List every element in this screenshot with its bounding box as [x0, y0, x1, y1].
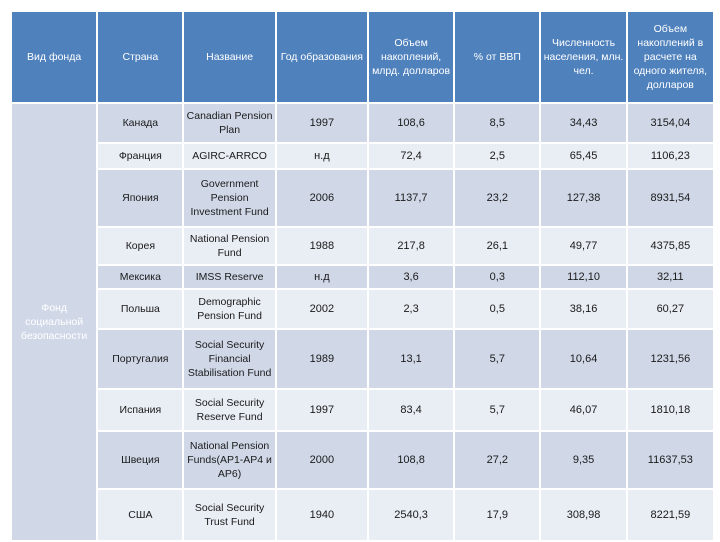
fund-name-cell: Social Security Financial Stabilisation … — [184, 330, 275, 388]
assets-cell: 3,6 — [368, 266, 454, 288]
per-capita-cell: 60,27 — [627, 290, 713, 328]
gdp-share-cell: 17,9 — [455, 490, 540, 540]
header-assets: Объем накоплений, млрд. долларов — [368, 12, 454, 102]
population-cell: 65,45 — [541, 144, 626, 168]
country-cell: Франция — [98, 144, 183, 168]
per-capita-cell: 1810,18 — [627, 390, 713, 430]
country-cell: Мексика — [98, 266, 183, 288]
fund-name-cell: Canadian Pension Plan — [184, 104, 275, 142]
gdp-share-cell: 0,5 — [455, 290, 540, 328]
per-capita-cell: 32,11 — [627, 266, 713, 288]
year-cell: н.д — [276, 144, 367, 168]
country-cell: Испания — [98, 390, 183, 430]
assets-cell: 83,4 — [368, 390, 454, 430]
population-cell: 34,43 — [541, 104, 626, 142]
year-cell: 1940 — [276, 490, 367, 540]
gdp-share-cell: 26,1 — [455, 228, 540, 264]
country-cell: Португалия — [98, 330, 183, 388]
header-row: Вид фонда Страна Название Год образовани… — [12, 12, 713, 102]
table-row: Корея National Pension Fund 1988 217,8 2… — [12, 228, 713, 264]
country-cell: Корея — [98, 228, 183, 264]
table-row: Испания Social Security Reserve Fund 199… — [12, 390, 713, 430]
header-fund-type: Вид фонда — [12, 12, 97, 102]
per-capita-cell: 8221,59 — [627, 490, 713, 540]
year-cell: 1989 — [276, 330, 367, 388]
gdp-share-cell: 0,3 — [455, 266, 540, 288]
country-cell: Польша — [98, 290, 183, 328]
year-cell: 2000 — [276, 432, 367, 488]
assets-cell: 108,8 — [368, 432, 454, 488]
population-cell: 308,98 — [541, 490, 626, 540]
population-cell: 127,38 — [541, 170, 626, 226]
fund-name-cell: Demographic Pension Fund — [184, 290, 275, 328]
gdp-share-cell: 23,2 — [455, 170, 540, 226]
fund-name-cell: National Pension Fund — [184, 228, 275, 264]
table-row: Франция AGIRC-ARRCO н.д 72,4 2,5 65,45 1… — [12, 144, 713, 168]
country-cell: США — [98, 490, 183, 540]
year-cell: н.д — [276, 266, 367, 288]
per-capita-cell: 1231,56 — [627, 330, 713, 388]
fund-name-cell: Social Security Trust Fund — [184, 490, 275, 540]
assets-cell: 1137,7 — [368, 170, 454, 226]
gdp-share-cell: 5,7 — [455, 330, 540, 388]
gdp-share-cell: 27,2 — [455, 432, 540, 488]
gdp-share-cell: 8,5 — [455, 104, 540, 142]
population-cell: 112,10 — [541, 266, 626, 288]
year-cell: 2006 — [276, 170, 367, 226]
population-cell: 46,07 — [541, 390, 626, 430]
assets-cell: 2540,3 — [368, 490, 454, 540]
assets-cell: 217,8 — [368, 228, 454, 264]
fund-name-cell: AGIRC-ARRCO — [184, 144, 275, 168]
fund-type-cell: Фонд социальной безопасности — [12, 104, 97, 540]
population-cell: 9,35 — [541, 432, 626, 488]
header-per-capita: Объем накоплений в расчете на одного жит… — [627, 12, 713, 102]
fund-name-cell: Government Pension Investment Fund — [184, 170, 275, 226]
header-year: Год образования — [276, 12, 367, 102]
fund-name-cell: IMSS Reserve — [184, 266, 275, 288]
population-cell: 49,77 — [541, 228, 626, 264]
country-cell: Швеция — [98, 432, 183, 488]
header-name: Название — [184, 12, 275, 102]
assets-cell: 72,4 — [368, 144, 454, 168]
table-row: Фонд социальной безопасности Канада Cana… — [12, 104, 713, 540]
per-capita-cell: 11637,53 — [627, 432, 713, 488]
table-row: Португалия Social Security Financial Sta… — [12, 330, 713, 388]
assets-cell: 13,1 — [368, 330, 454, 388]
header-country: Страна — [98, 12, 183, 102]
table-row: Япония Government Pension Investment Fun… — [12, 170, 713, 226]
population-cell: 10,64 — [541, 330, 626, 388]
pension-funds-table: Вид фонда Страна Название Год образовани… — [10, 10, 715, 542]
gdp-share-cell: 2,5 — [455, 144, 540, 168]
year-cell: 1997 — [276, 104, 367, 142]
table-row: Мексика IMSS Reserve н.д 3,6 0,3 112,10 … — [12, 266, 713, 288]
table-row: Польша Demographic Pension Fund 2002 2,3… — [12, 290, 713, 328]
year-cell: 2002 — [276, 290, 367, 328]
country-cell: Канада — [98, 104, 183, 142]
assets-cell: 108,6 — [368, 104, 454, 142]
assets-cell: 2,3 — [368, 290, 454, 328]
table-row: США Social Security Trust Fund 1940 2540… — [12, 490, 713, 540]
fund-name-cell: Social Security Reserve Fund — [184, 390, 275, 430]
per-capita-cell: 1106,23 — [627, 144, 713, 168]
year-cell: 1997 — [276, 390, 367, 430]
population-cell: 38,16 — [541, 290, 626, 328]
table-row: Швеция National Pension Funds(AP1-AP4 и … — [12, 432, 713, 488]
gdp-share-cell: 5,7 — [455, 390, 540, 430]
per-capita-cell: 8931,54 — [627, 170, 713, 226]
year-cell: 1988 — [276, 228, 367, 264]
header-gdp-share: % от ВВП — [455, 12, 540, 102]
header-population: Численность населения, млн. чел. — [541, 12, 626, 102]
per-capita-cell: 4375,85 — [627, 228, 713, 264]
fund-name-cell: National Pension Funds(AP1-AP4 и AP6) — [184, 432, 275, 488]
per-capita-cell: 3154,04 — [627, 104, 713, 142]
country-cell: Япония — [98, 170, 183, 226]
